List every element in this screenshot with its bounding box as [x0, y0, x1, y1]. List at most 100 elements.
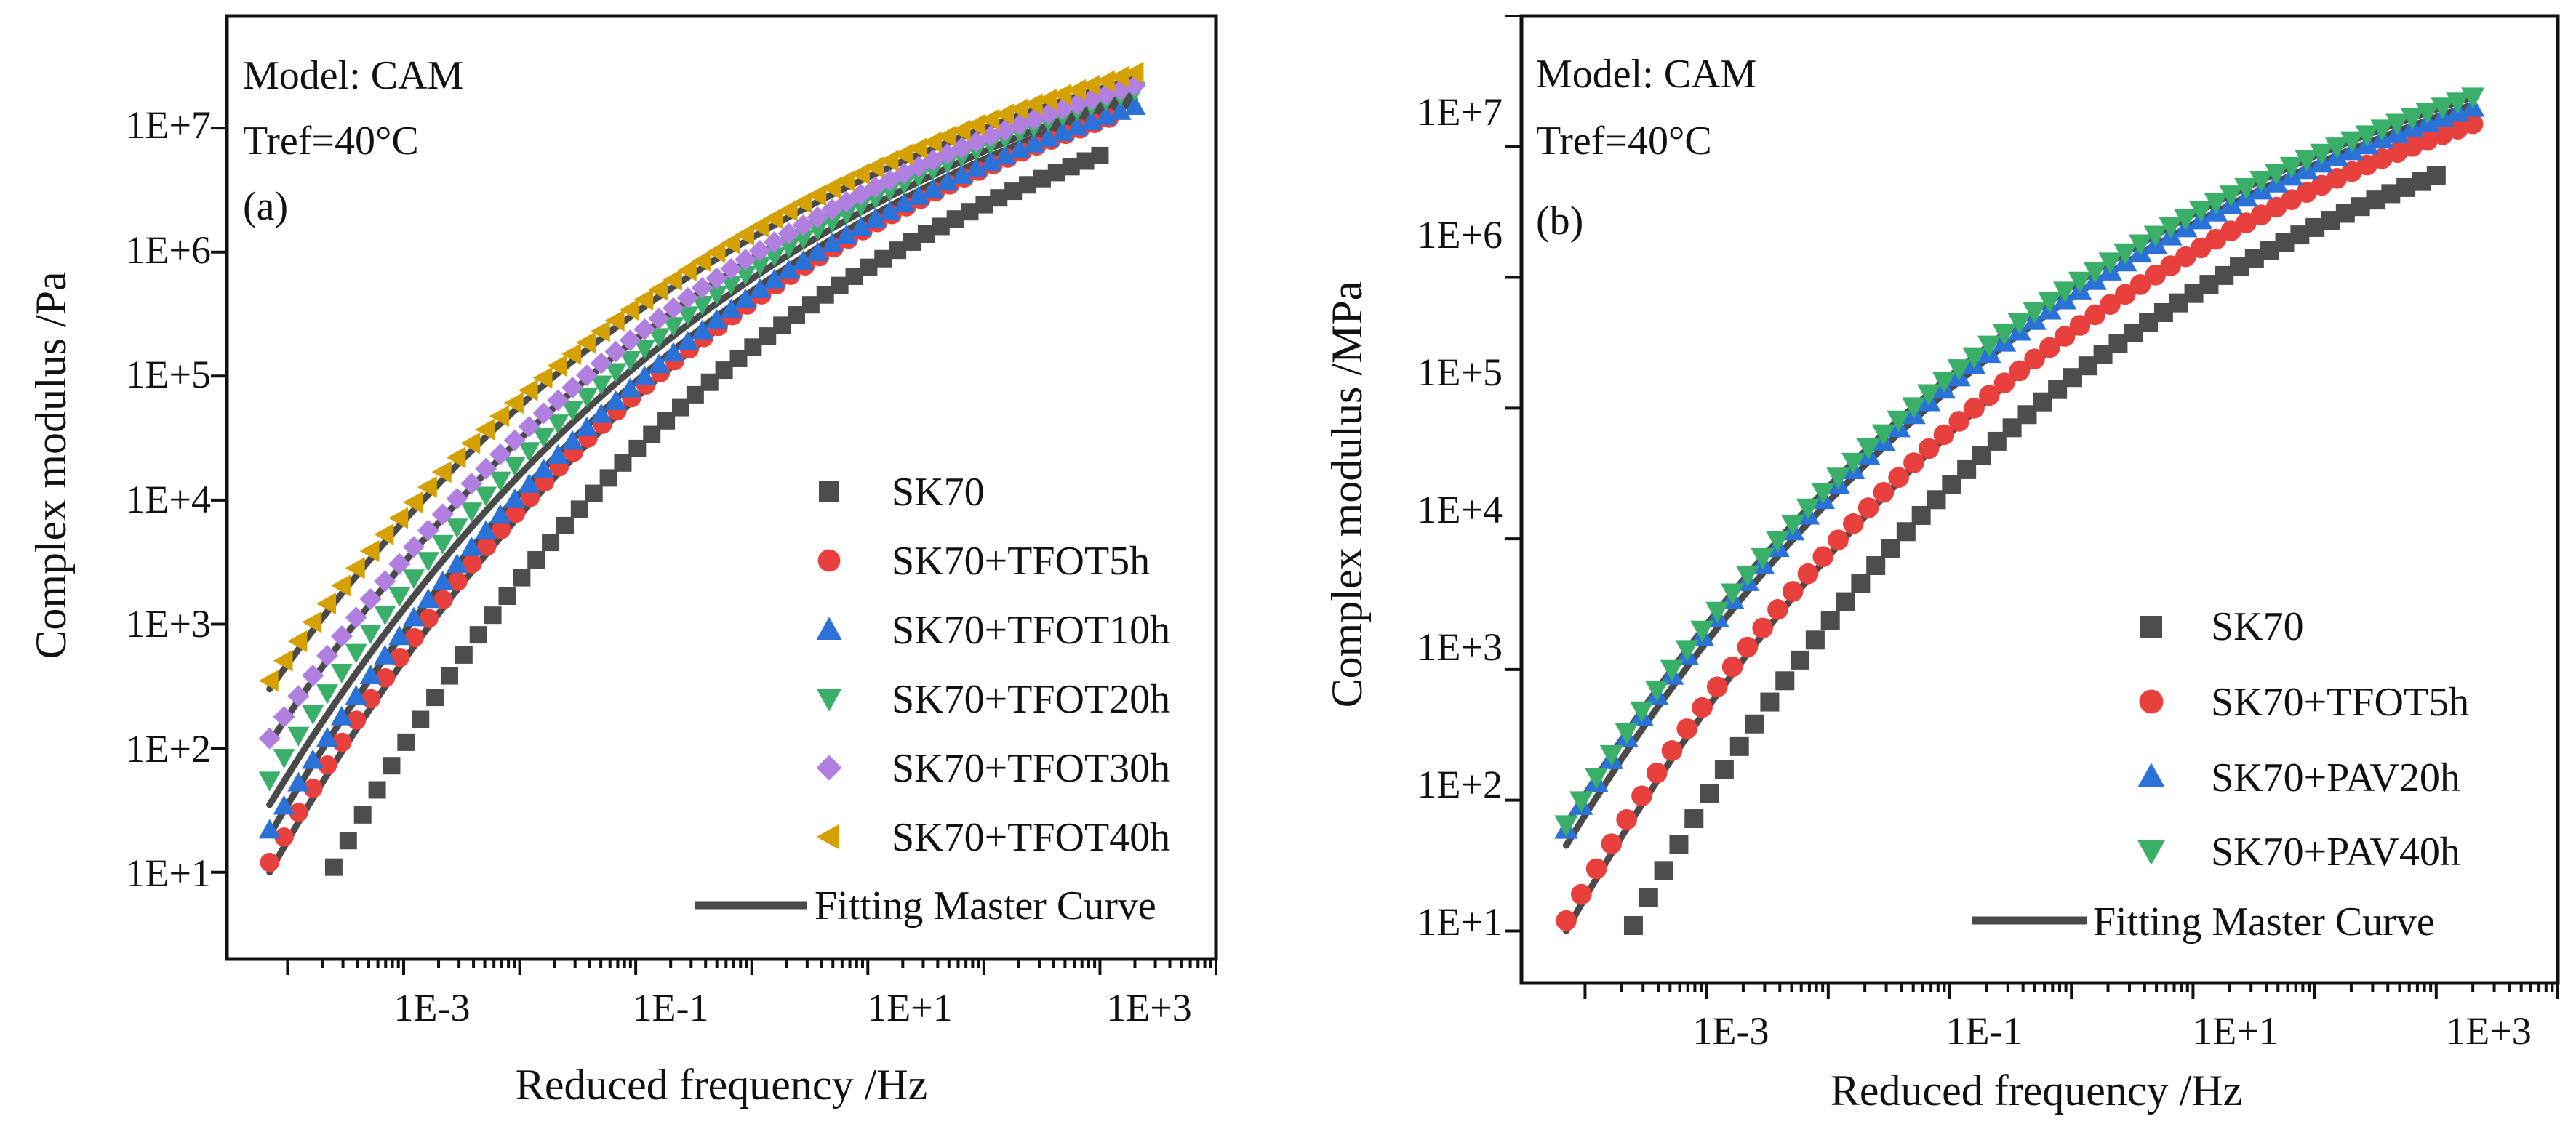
panel-b-points: [1554, 87, 2485, 936]
panel-a-data-point: [691, 277, 713, 300]
panel-a-tref-annotation: Tref=40°C: [243, 119, 419, 164]
panel-a-data-point: [388, 507, 409, 529]
panel-a-data-point: [807, 184, 827, 206]
panel-b-data-point: [1556, 910, 1577, 931]
panel-a-data-point: [361, 689, 381, 709]
panel-b-data-point: [1690, 620, 1714, 642]
panel-a-data-point: [633, 365, 656, 385]
panel-a-data-point: [330, 664, 353, 684]
panel-a-data-point: [835, 224, 857, 244]
panel-b-data-point: [2068, 271, 2092, 293]
panel-a-data-point: [302, 611, 322, 633]
panel-a-data-point: [359, 664, 382, 684]
panel-a-ytick-labels: 1E+1 1E+2 1E+3 1E+4 1E+5 1E+6 1E+7: [126, 103, 211, 895]
panel-a-data-point: [691, 250, 711, 273]
panel-a-legend-label: SK70+TFOT5h: [892, 539, 1150, 584]
panel-a-data-point: [431, 534, 454, 555]
panel-b-data-point: [1735, 565, 1760, 587]
panel-a-legend-marker: [816, 617, 842, 640]
panel-b-data-point: [1805, 630, 1825, 650]
panel-b-data-point: [1767, 599, 1788, 620]
panel-a-ytick-label: 1E+4: [126, 478, 211, 521]
panel-a-legend-marker: [819, 481, 839, 502]
panel-a-data-point: [1095, 84, 1117, 106]
panel-b-data-point: [2204, 193, 2228, 214]
panel-a-data-point: [287, 685, 310, 707]
panel-b-ytick-label: 1E+3: [1417, 625, 1503, 669]
panel-a-data-point: [908, 137, 928, 159]
panel-b-ytick-label: 1E+2: [1417, 763, 1503, 806]
panel-b-data-point: [2175, 246, 2196, 268]
panel-a-data-point: [735, 265, 757, 286]
panel-a-data-point: [330, 574, 351, 597]
panel-a-data-point: [332, 732, 352, 752]
panel-a-data-point: [417, 588, 439, 609]
panel-a-legend-label: SK70+TFOT10h: [892, 608, 1170, 653]
panel-a-data-point: [460, 473, 483, 495]
panel-b-data-point: [2460, 87, 2485, 109]
panel-b-data-point: [2114, 284, 2136, 305]
panel-a-data-point: [397, 733, 415, 751]
panel-b-xtick-label: 1E-1: [1946, 1009, 2023, 1053]
panel-a-data-point: [864, 156, 884, 179]
panel-a-data-point: [503, 488, 526, 508]
panel-a-data-point: [619, 299, 639, 321]
panel-a-data-point: [532, 402, 555, 425]
panel-b-data-point: [1978, 385, 2000, 406]
panel-a-data-point: [303, 779, 323, 798]
panel-a-data-point: [403, 606, 425, 627]
panel-b-tref-annotation: Tref=40°C: [1536, 119, 1712, 164]
panel-a-xtick-label: 1E-3: [394, 986, 471, 1029]
panel-a-data-point: [503, 392, 524, 414]
panel-a-data-point: [446, 553, 468, 573]
panel-a-data-point: [489, 504, 511, 524]
panel-b-data-point: [1932, 372, 1956, 393]
panel-a-data-point: [505, 503, 526, 523]
panel-b-legend-marker: [2140, 616, 2162, 638]
panel-a-data-point: [763, 230, 785, 253]
panel-a-data-point: [431, 503, 454, 526]
panel-b-ytick-label: 1E+4: [1417, 488, 1503, 531]
panel-a-data-point: [676, 306, 699, 326]
panel-a-data-point: [345, 684, 367, 705]
panel-a-data-point: [792, 214, 815, 236]
panel-b-data-point: [1820, 611, 1840, 630]
panel-a-data-point: [662, 268, 682, 291]
panel-a-data-point: [503, 457, 526, 477]
panel-a-data-point: [1095, 70, 1115, 92]
panel-a-legend: SK70 SK70+TFOT5h SK70+TFOT10h SK70+TFOT2…: [695, 470, 1170, 928]
panel-a-data-point: [821, 233, 844, 253]
panel-a-legend-marker: [816, 824, 839, 850]
panel-b-data-point: [1751, 547, 1775, 570]
panel-a-data-point: [1109, 100, 1132, 120]
panel-a-data-point: [590, 320, 610, 342]
panel-a-data-point: [375, 668, 396, 688]
panel-b-data-point: [1700, 784, 1719, 803]
panel-a-data-point: [561, 342, 582, 365]
panel-a-data-point: [513, 569, 531, 587]
panel-b-data-point: [2219, 185, 2243, 207]
panel-b-data-point: [1948, 411, 1970, 432]
panel-a-data-point: [921, 177, 944, 198]
panel-a-data-point: [345, 643, 367, 664]
panel-a-data-point: [590, 352, 612, 374]
panel-a-data-point: [431, 570, 454, 590]
panel-b-data-point: [1993, 372, 2015, 393]
panel-a-data-point: [735, 288, 757, 308]
panel-b-data-point: [1737, 636, 1759, 658]
panel-b-data-point: [1826, 467, 1850, 489]
panel-b-data-point: [1782, 581, 1804, 602]
panel-a-data-point: [469, 626, 487, 644]
panel-b-data-point: [1902, 397, 1926, 419]
panel-a-data-point: [527, 550, 545, 569]
panel-b-data-point: [1796, 498, 1820, 520]
panel-b-legend-label: SK70: [2211, 604, 2304, 649]
panel-b-data-point: [2188, 201, 2213, 222]
panel-a-data-point: [419, 609, 439, 628]
panel-b-data-point: [2007, 313, 2032, 334]
panel-a-model-annotation: Model: CAM: [243, 53, 463, 98]
panel-a-data-point: [720, 232, 740, 254]
panel-b-data-point: [2340, 131, 2364, 153]
panel-a-data-point: [676, 259, 697, 281]
panel-a-data-point: [383, 757, 401, 775]
